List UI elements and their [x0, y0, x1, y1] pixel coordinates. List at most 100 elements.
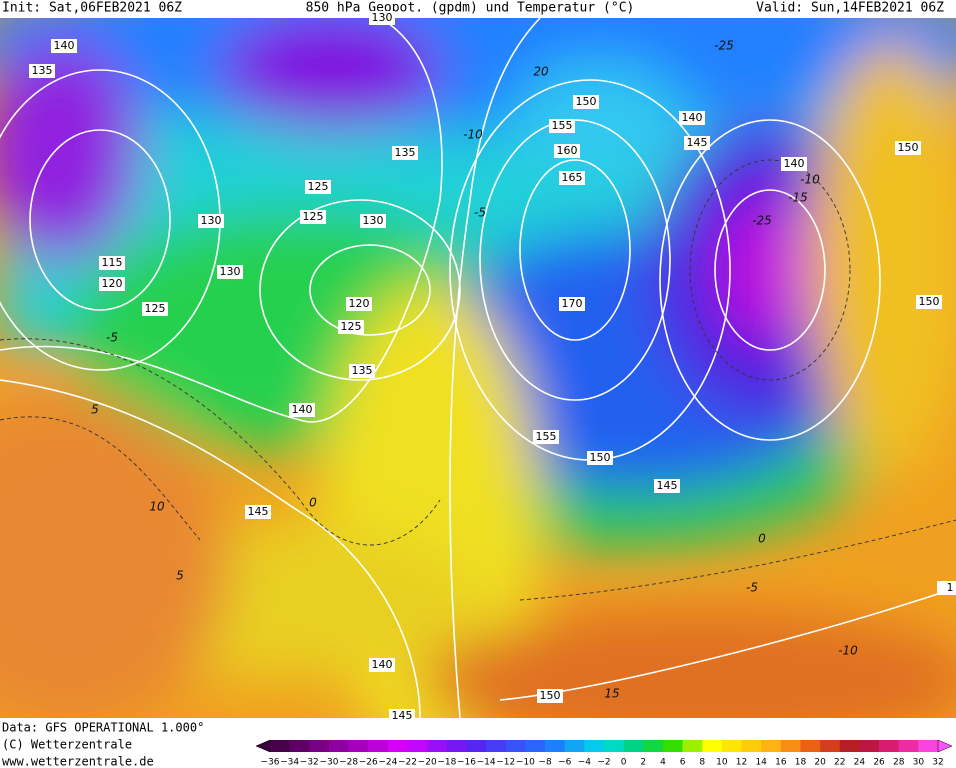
geopotential-label: 120: [99, 277, 125, 291]
geopotential-label: 125: [142, 302, 168, 316]
label-box: [99, 277, 125, 291]
colorbar-tick-label: −8: [538, 758, 552, 768]
colorbar-tick-label: −34: [280, 758, 299, 768]
colorbar: −36 −34 −32 −30 −28 −26 −24 −22 −20 −18 −16 −14 −12−…: [255, 739, 953, 768]
geopotential-label: 125: [338, 320, 364, 334]
label-box: [305, 180, 331, 194]
geopotential-label: 130: [198, 214, 224, 228]
copyright: (C) Wetterzentrale: [2, 738, 132, 752]
label-box: [654, 479, 680, 493]
geopotential-label: 155: [533, 430, 559, 444]
geopotential-label: 125: [305, 180, 331, 194]
colorbar-tick-label: −24: [378, 758, 397, 768]
colorbar-tick-label: −12: [496, 758, 515, 768]
label-box: [289, 403, 315, 417]
geopotential-label: 150: [573, 95, 599, 109]
geopotential-label: 150: [537, 689, 563, 703]
geopotential-value: 125: [145, 302, 166, 315]
colorbar-tick-label: 22: [834, 758, 845, 768]
label-box: [29, 64, 55, 78]
geopotential-value: 150: [898, 141, 919, 154]
colorbar-swatch: [505, 740, 526, 752]
colorbar-tick-label: −16: [457, 758, 476, 768]
colorbar-tick-label: 14: [755, 758, 767, 768]
geopotential-value: 125: [341, 320, 362, 333]
colorbar-swatch: [839, 740, 860, 752]
colorbar-swatch: [761, 740, 782, 752]
colorbar-tick-label: 24: [854, 758, 866, 768]
colorbar-swatch: [407, 740, 428, 752]
geopotential-value: 150: [576, 95, 597, 108]
temperature-label: -5: [746, 581, 758, 595]
colorbar-tick-label: 18: [795, 758, 807, 768]
colorbar-swatch: [289, 740, 310, 752]
geopotential-label: 140: [289, 403, 315, 417]
geopotential-value: 160: [557, 144, 578, 157]
colorbar-tick-label: −6: [558, 758, 572, 768]
geopotential-value: 150: [919, 295, 940, 308]
label-box: [573, 95, 599, 109]
colorbar-tick-label: −14: [477, 758, 496, 768]
colorbar-tick-label: −30: [319, 758, 338, 768]
colorbar-swatch: [702, 740, 723, 752]
geopotential-label: 140: [51, 39, 77, 53]
colorbar-tick-label: −22: [398, 758, 417, 768]
label-box: [937, 581, 956, 595]
label-box: [549, 119, 575, 133]
colorbar-swatch: [741, 740, 762, 752]
geopotential-value: 130: [372, 11, 393, 24]
label-box: [51, 39, 77, 53]
label-box: [389, 709, 415, 723]
geopotential-value: 140: [292, 403, 313, 416]
geopotential-label: 155: [549, 119, 575, 133]
temperature-label: -15: [788, 191, 808, 205]
colorbar-tick-label: 0: [621, 758, 627, 768]
geopotential-label: 145: [654, 479, 680, 493]
colorbar-swatch: [879, 740, 900, 752]
geopotential-label: 125: [300, 210, 326, 224]
geopotential-value: 125: [303, 210, 324, 223]
colorbar-tick-label: −18: [437, 758, 456, 768]
geopotential-label: 150: [916, 295, 942, 309]
colorbar-arrow-right: [937, 739, 953, 753]
geopotential-value: 145: [687, 136, 708, 149]
geopotential-value: 1: [947, 581, 954, 594]
label-box: [369, 658, 395, 672]
geopotential-value: 145: [392, 709, 413, 722]
temperature-label: -10: [800, 173, 820, 187]
geopotential-value: 150: [590, 451, 611, 464]
geopotential-value: 140: [372, 658, 393, 671]
colorbar-swatch: [486, 740, 507, 752]
colorbar-swatch: [643, 740, 664, 752]
website: www.wetterzentrale.de: [2, 755, 154, 768]
temperature-label: -25: [752, 214, 772, 228]
geopotential-label: 145: [245, 505, 271, 519]
geopotential-value: 140: [682, 111, 703, 124]
label-box: [392, 146, 418, 160]
geopotential-label: 130: [369, 11, 395, 25]
colorbar-tick-label: 20: [814, 758, 826, 768]
colorbar-tick-label: 8: [699, 758, 705, 768]
colorbar-swatch: [859, 740, 880, 752]
colorbar-tick-label: −10: [516, 758, 535, 768]
colorbar-swatch: [466, 740, 487, 752]
geopotential-label: 145: [684, 136, 710, 150]
geopotential-value: 135: [32, 64, 53, 77]
geopotential-label: 150: [895, 141, 921, 155]
colorbar-tick-label: −28: [339, 758, 358, 768]
geopotential-value: 155: [552, 119, 573, 132]
geopotential-label: 135: [349, 364, 375, 378]
temperature-label: -5: [106, 331, 118, 345]
colorbar-swatch: [348, 740, 369, 752]
colorbar-swatch: [387, 740, 408, 752]
map-title: 850 hPa Geopot. (gpdm) und Temperatur (°…: [306, 1, 635, 16]
geopotential-value: 150: [540, 689, 561, 702]
geopotential-value: 125: [308, 180, 329, 193]
colorbar-swatch: [564, 740, 585, 752]
colorbar-swatch: [604, 740, 624, 752]
valid-time: Valid: Sun,14FEB2021 06Z: [756, 1, 944, 16]
temperature-contours: [0, 159, 956, 601]
colorbar-swatch: [721, 740, 742, 752]
data-source: Data: GFS OPERATIONAL 1.000°: [2, 721, 204, 735]
